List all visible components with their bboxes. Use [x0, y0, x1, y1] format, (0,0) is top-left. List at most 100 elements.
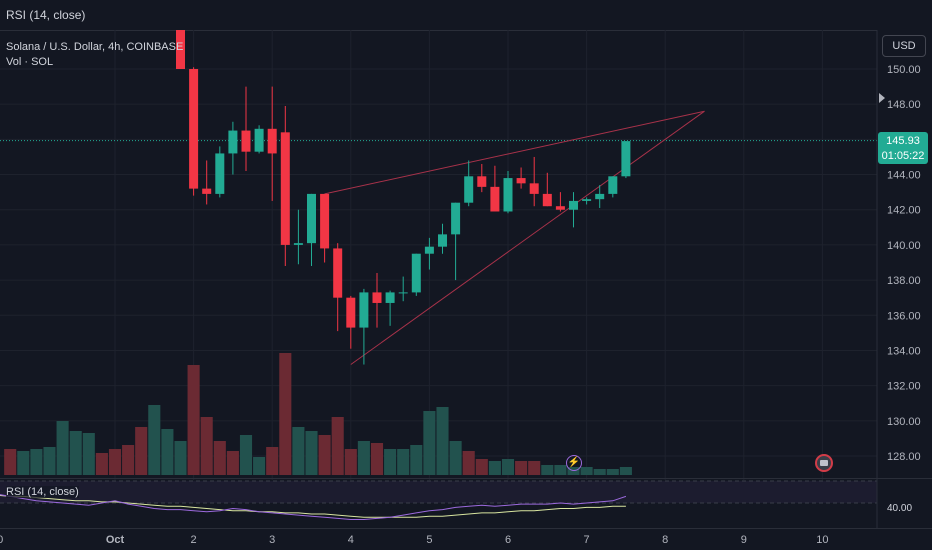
candle-body	[542, 193, 552, 207]
price-tick-label: 144.00	[887, 170, 921, 182]
rsi-pane-label[interactable]: RSI (14, close)	[6, 486, 79, 498]
volume-bar	[318, 435, 331, 475]
candle	[516, 167, 526, 189]
volume-bar	[344, 449, 357, 475]
volume-title[interactable]: Vol · SOL	[6, 56, 54, 68]
volume-bars	[4, 353, 632, 475]
volume-bar	[213, 441, 226, 475]
scroll-right-icon[interactable]	[879, 93, 885, 103]
candles	[176, 30, 631, 365]
candle-body	[621, 141, 631, 177]
candle-body	[372, 292, 382, 303]
time-tick-label: 5	[426, 534, 432, 546]
candle-body	[228, 130, 238, 154]
candle-body	[215, 153, 225, 194]
candle-body	[189, 69, 199, 189]
candle	[307, 193, 316, 267]
candle-body	[608, 176, 618, 194]
price-tick-label: 136.00	[887, 310, 921, 322]
candle	[582, 197, 592, 205]
candle	[359, 288, 369, 365]
candle-body	[516, 178, 526, 184]
time-axis[interactable]: 30 Oct 2 3 4 5 6 7 8 9 10	[0, 528, 932, 550]
volume-bar	[95, 453, 108, 475]
candle	[333, 243, 343, 332]
volume-bar	[122, 445, 135, 475]
volume-bar	[161, 429, 174, 475]
current-price-tag: 145.93 01:05:22	[878, 132, 928, 164]
volume-bar	[567, 467, 580, 475]
lightning-icon[interactable]: ⚡	[566, 455, 582, 471]
trendline[interactable]	[350, 110, 705, 365]
volume-bar	[580, 467, 593, 475]
price-tick-label: 140.00	[887, 240, 921, 252]
volume-bar	[593, 469, 606, 475]
volume-bar	[148, 405, 161, 475]
price-axis[interactable]: 150.00148.00146.00144.00142.00140.00138.…	[876, 30, 932, 480]
price-tick-label: 150.00	[887, 64, 921, 76]
volume-bar	[462, 451, 475, 475]
trendline[interactable]	[324, 110, 705, 195]
candle-body	[569, 200, 578, 210]
volume-bar	[253, 457, 266, 475]
rsi-band	[0, 481, 877, 503]
price-tick-label: 148.00	[887, 99, 921, 111]
volume-bar	[279, 353, 292, 475]
time-tick-label: 8	[662, 534, 668, 546]
price-tick-label: 134.00	[887, 345, 921, 357]
rsi-scale-label: 40.00	[887, 503, 913, 514]
volume-bar	[554, 465, 567, 475]
candle	[438, 223, 447, 254]
candle	[621, 141, 631, 179]
candle	[411, 253, 421, 296]
price-axis-bg	[877, 30, 932, 480]
candle-body	[411, 253, 421, 293]
price-chart[interactable]: 150.00148.00146.00144.00142.00140.00138.…	[0, 30, 932, 480]
volume-bar	[200, 417, 213, 475]
chart-legend: Solana / U.S. Dollar, 4h, COINBASE Vol ·…	[6, 40, 183, 70]
bar-countdown: 01:05:22	[881, 150, 925, 162]
price-tick-label: 130.00	[887, 416, 921, 428]
volume-bar	[305, 431, 318, 475]
symbol-title[interactable]: Solana / U.S. Dollar, 4h, COINBASE	[6, 41, 184, 53]
trendlines[interactable]	[324, 110, 705, 365]
candle-body	[202, 188, 212, 194]
volume-bar	[266, 447, 279, 475]
candle	[176, 30, 185, 69]
candle	[346, 295, 356, 349]
candle	[503, 171, 513, 214]
candle	[398, 276, 408, 302]
volume-bar	[30, 449, 43, 475]
volume-bar	[449, 441, 462, 475]
volume-bar	[82, 433, 95, 475]
grid	[0, 30, 877, 480]
volume-bar	[239, 435, 253, 475]
currency-button[interactable]: USD	[882, 35, 926, 57]
volume-bar	[174, 441, 187, 475]
candle-body	[464, 176, 474, 203]
time-tick-label: 10	[816, 534, 828, 546]
volume-bar	[187, 365, 200, 475]
candle	[451, 202, 461, 281]
candle	[464, 160, 474, 207]
volume-bar	[69, 431, 82, 475]
volume-bar	[357, 441, 370, 475]
rsi-lines	[0, 478, 932, 528]
price-tick-label: 142.00	[887, 205, 921, 217]
time-tick-label: 9	[741, 534, 747, 546]
rsi-pane[interactable]	[0, 478, 932, 528]
candle-body	[176, 30, 185, 69]
calendar-event-icon[interactable]	[815, 454, 833, 472]
time-tick-label: 4	[348, 534, 354, 546]
candle	[424, 237, 434, 270]
volume-bar	[331, 417, 344, 475]
volume-bar	[397, 449, 410, 475]
candle-body	[254, 128, 264, 152]
candle	[569, 192, 578, 228]
price-tick-label: 132.00	[887, 381, 921, 393]
volume-bar	[292, 427, 305, 475]
candle	[490, 165, 500, 212]
rsi-indicator-title[interactable]: RSI (14, close)	[6, 8, 86, 22]
candle-body	[398, 292, 408, 294]
candle-body	[241, 130, 251, 152]
